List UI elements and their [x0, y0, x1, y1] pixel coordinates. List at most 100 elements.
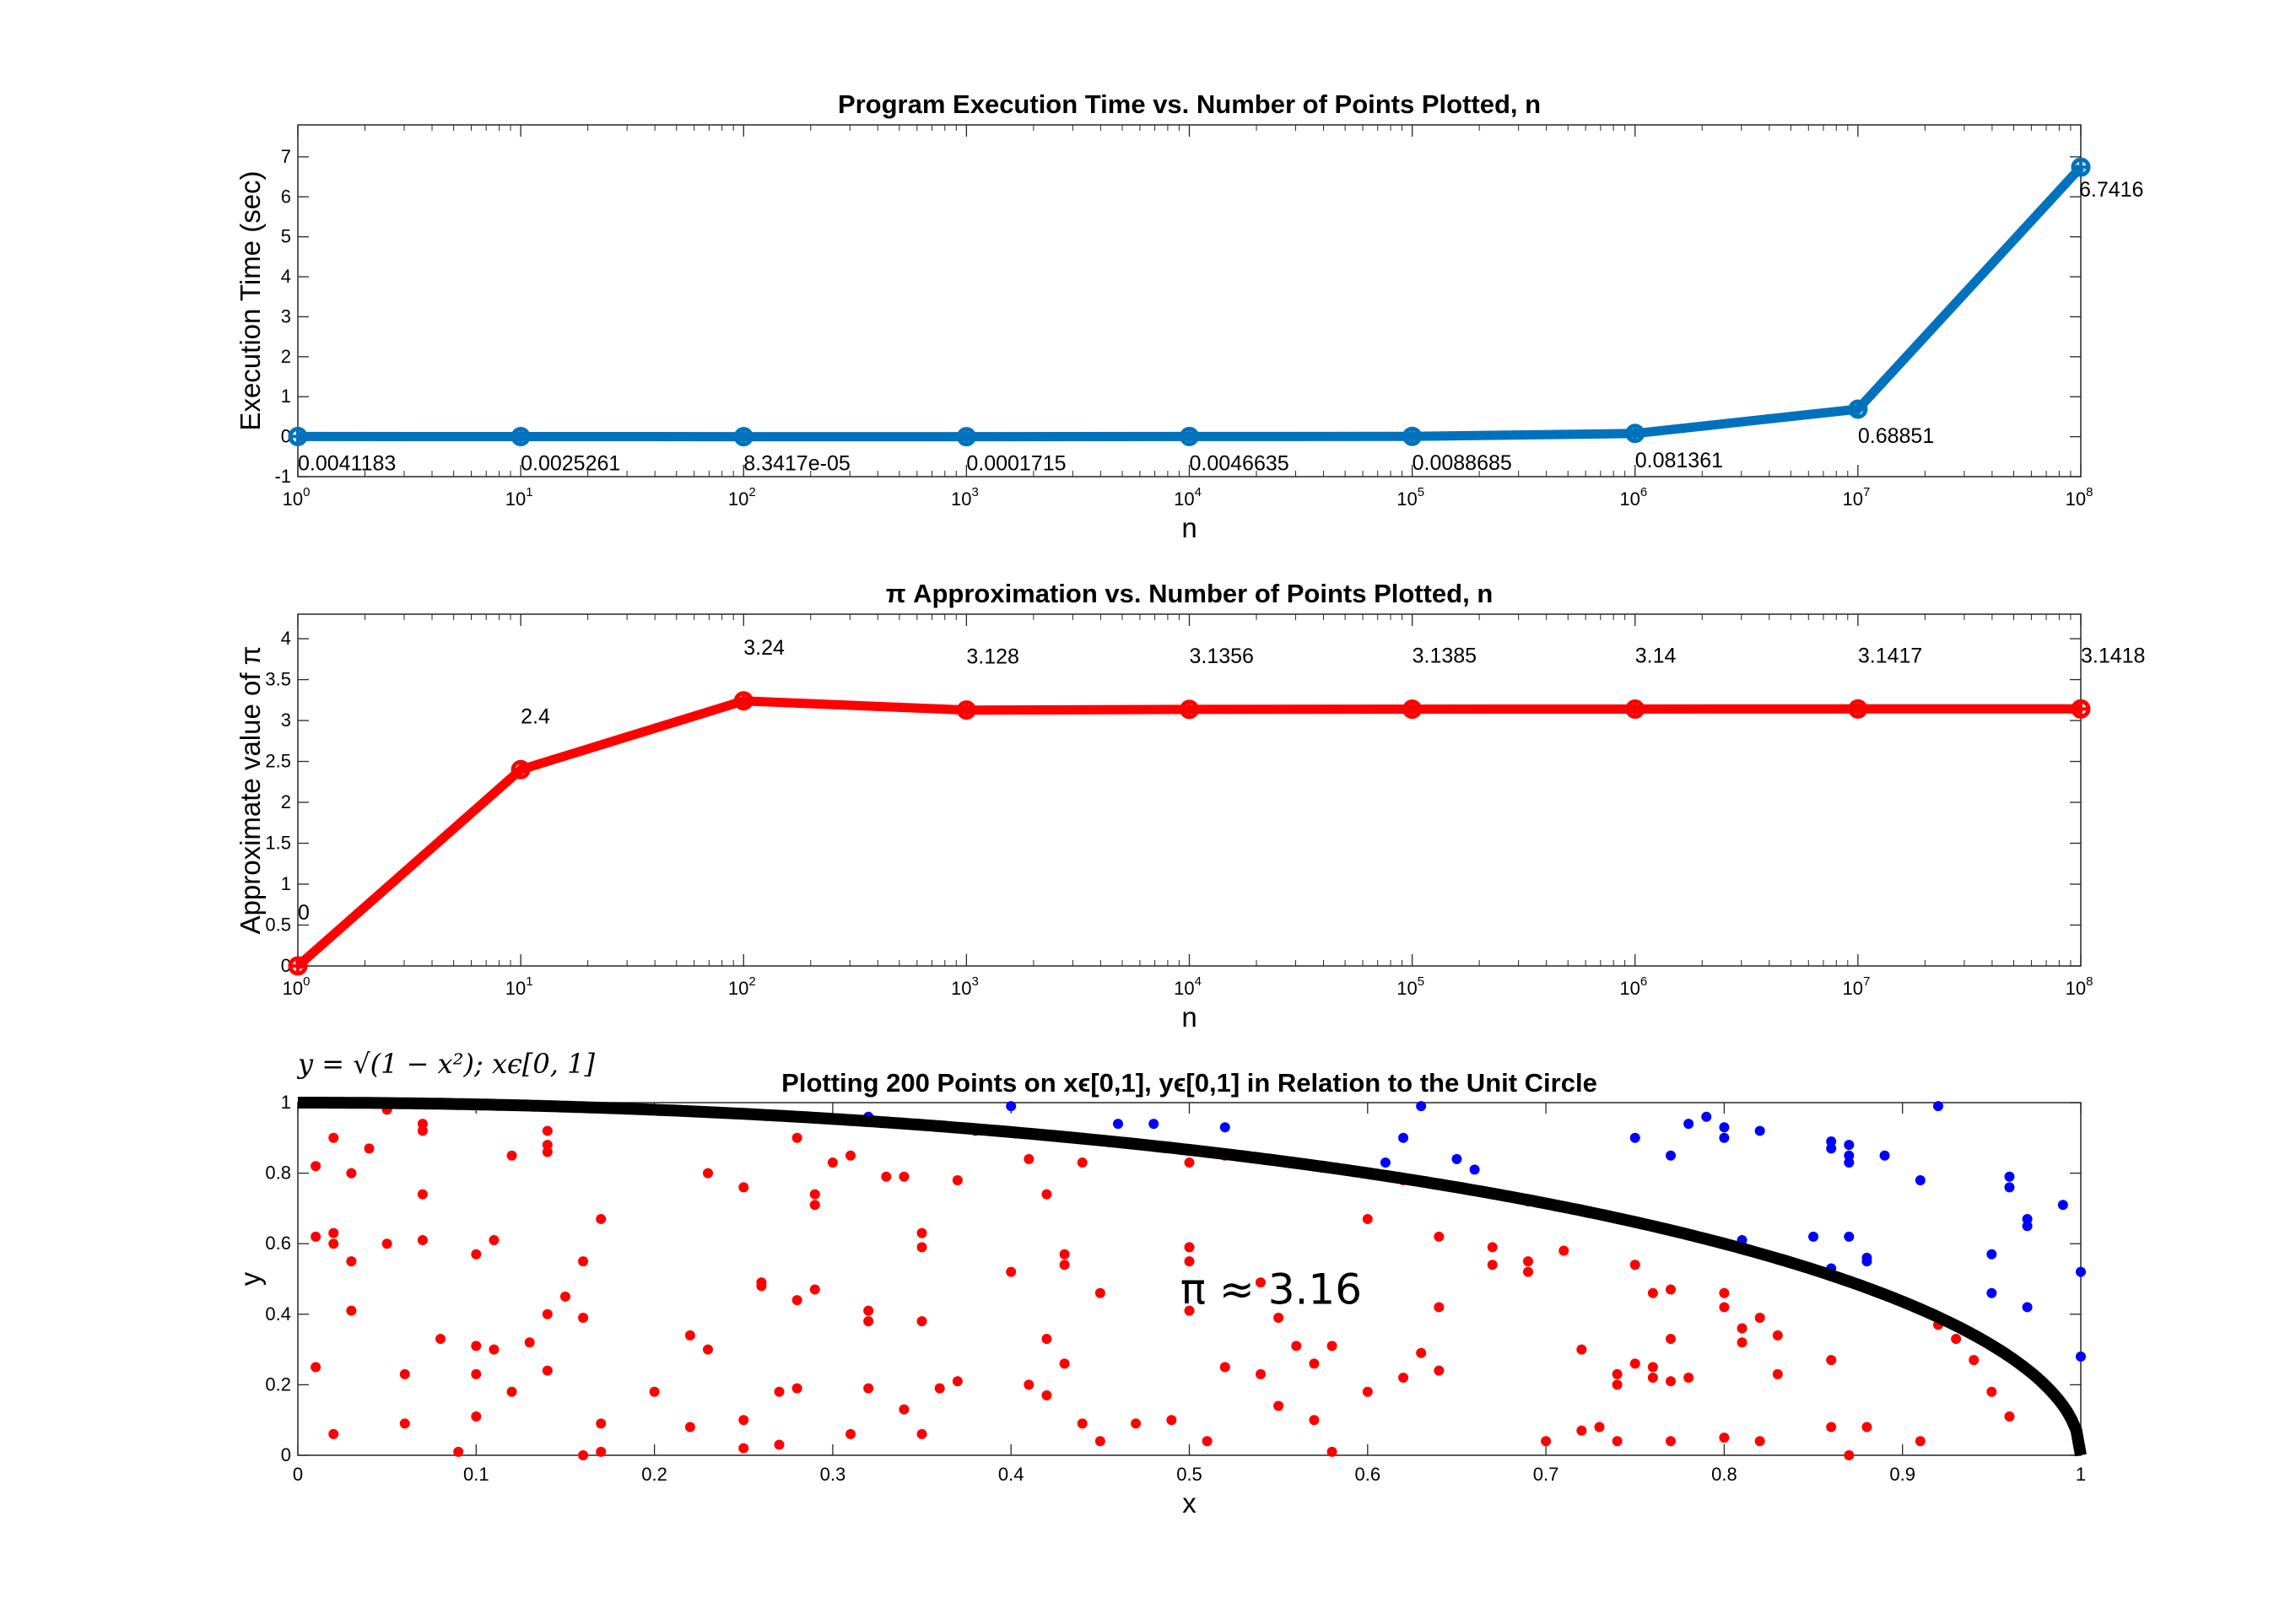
- point-inside: [952, 1376, 963, 1387]
- x-tick-label: 0.5: [1176, 1464, 1202, 1485]
- point-outside: [1826, 1136, 1837, 1147]
- point-inside: [1184, 1242, 1195, 1253]
- point-inside: [863, 1305, 874, 1316]
- y-tick-label: -1: [274, 466, 291, 487]
- point-inside: [1737, 1323, 1748, 1334]
- point-inside: [649, 1386, 660, 1397]
- point-outside: [2022, 1302, 2033, 1313]
- point-inside: [471, 1341, 482, 1352]
- point-inside: [328, 1227, 339, 1238]
- data-label: 0.0001715: [966, 452, 1066, 476]
- point-inside: [1826, 1422, 1837, 1432]
- y-axis-label: Approximate value of π: [235, 646, 266, 935]
- point-inside: [471, 1368, 482, 1379]
- chart-execution-time: 100 101 102 103 104 105 106 107 108 -1 0 1 2 3 4 5 6 7 Pro…: [235, 89, 2143, 543]
- point-inside: [399, 1368, 410, 1379]
- point-inside: [1256, 1277, 1267, 1288]
- point-inside: [417, 1119, 428, 1130]
- x-tick-label: 100: [283, 485, 311, 510]
- point-outside: [1629, 1132, 1640, 1143]
- point-inside: [1041, 1389, 1052, 1400]
- point-inside: [1273, 1400, 1284, 1411]
- data-label: 0.0088685: [1413, 451, 1512, 475]
- data-label: 3.1418: [2081, 644, 2145, 667]
- point-inside: [1131, 1418, 1142, 1429]
- chart-pi-approximation: 100 101 102 103 104 105 106 107 108 0 0.5 1 1.5 2 2.5 3…: [235, 579, 2145, 1033]
- point-inside: [1576, 1425, 1587, 1436]
- point-inside: [1719, 1432, 1730, 1443]
- point-inside: [578, 1312, 589, 1323]
- point-inside: [881, 1171, 892, 1182]
- y-tick-label: 3: [281, 709, 291, 731]
- point-inside: [863, 1383, 874, 1394]
- point-inside: [1772, 1368, 1783, 1379]
- point-inside: [346, 1168, 357, 1179]
- point-inside: [542, 1140, 553, 1151]
- x-tick-label: 105: [1396, 974, 1424, 999]
- x-tick-label: 105: [1396, 485, 1424, 510]
- point-inside: [1951, 1334, 1962, 1345]
- point-inside: [1416, 1347, 1427, 1358]
- point-inside: [1541, 1436, 1552, 1447]
- x-tick-label: 103: [951, 485, 979, 510]
- point-inside: [399, 1418, 410, 1429]
- point-inside: [1326, 1341, 1337, 1352]
- x-tick-label: 106: [1619, 485, 1647, 510]
- point-inside: [1077, 1157, 1088, 1168]
- point-outside: [1683, 1119, 1694, 1130]
- y-tick-label: 0: [281, 1444, 291, 1465]
- point-outside: [1416, 1101, 1427, 1112]
- point-inside: [1094, 1436, 1105, 1447]
- point-outside: [2076, 1351, 2086, 1362]
- chart-title: Plotting 200 Points on xϵ[0,1], yϵ[0,1] …: [781, 1068, 1597, 1098]
- point-inside: [1434, 1365, 1445, 1376]
- point-inside: [1754, 1312, 1765, 1323]
- point-inside: [1059, 1249, 1070, 1260]
- point-outside: [2057, 1200, 2068, 1211]
- point-inside: [684, 1330, 695, 1341]
- point-inside: [346, 1256, 357, 1267]
- point-inside: [1041, 1189, 1052, 1200]
- point-inside: [1647, 1373, 1658, 1384]
- point-inside: [1647, 1287, 1658, 1298]
- point-outside: [1844, 1150, 1855, 1161]
- point-outside: [1112, 1119, 1123, 1130]
- point-inside: [1844, 1450, 1855, 1460]
- point-inside: [1184, 1157, 1195, 1168]
- point-inside: [346, 1305, 357, 1316]
- point-inside: [809, 1189, 820, 1200]
- point-inside: [738, 1443, 749, 1454]
- data-label: 0.0025261: [521, 451, 620, 475]
- point-outside: [2022, 1213, 2033, 1224]
- point-inside: [916, 1242, 927, 1253]
- y-tick-label: 4: [281, 628, 291, 649]
- point-inside: [1326, 1446, 1337, 1457]
- point-inside: [578, 1256, 589, 1267]
- point-inside: [1291, 1341, 1302, 1352]
- data-label: 0.0046635: [1190, 451, 1289, 475]
- point-inside: [1487, 1242, 1498, 1253]
- chart-title: π Approximation vs. Number of Points Plo…: [886, 579, 1494, 608]
- x-tick-label: 100: [283, 974, 311, 999]
- x-tick-label: 0.8: [1711, 1464, 1737, 1485]
- point-inside: [1522, 1266, 1533, 1277]
- x-tick-label: 102: [728, 485, 756, 510]
- point-inside: [756, 1281, 767, 1292]
- x-tick-label: 0.4: [998, 1464, 1024, 1485]
- point-inside: [471, 1249, 482, 1260]
- chart-unit-circle-scatter: 0 0.1 0.2 0.3 0.4 0.5 0.6 0.7 0.8 0.9 1 0 0.2 0.4 0.6 0…: [235, 1048, 2087, 1519]
- point-inside: [1612, 1368, 1623, 1379]
- point-inside: [1362, 1386, 1373, 1397]
- point-inside: [1576, 1344, 1587, 1355]
- x-tick-label: 0.6: [1355, 1464, 1381, 1485]
- point-inside: [2004, 1411, 2015, 1422]
- y-tick-label: 2: [281, 791, 291, 812]
- x-tick-label: 0.9: [1889, 1464, 1915, 1485]
- point-inside: [453, 1446, 464, 1457]
- y-axis-label: y: [235, 1271, 266, 1286]
- point-inside: [542, 1147, 553, 1157]
- y-tick-label: 0.8: [265, 1163, 291, 1184]
- point-inside: [1256, 1368, 1267, 1379]
- y-tick-label: 7: [281, 146, 291, 167]
- point-inside: [1522, 1256, 1533, 1267]
